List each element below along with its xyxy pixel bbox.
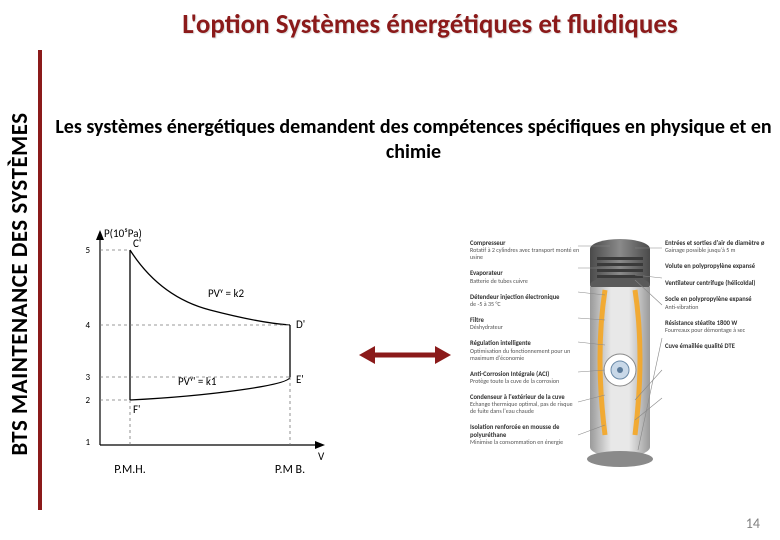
svg-text:P.M.H.: P.M.H. [114,463,146,477]
callout-item: Anti-Corrosion Intégrale (ACI)Protège to… [470,371,580,385]
callout-item: EvaporateurBatterie de tubes cuivre [470,270,580,284]
callout-item: Régulation intelligenteOptimisation du f… [470,340,580,361]
x-axis-label: V [318,450,325,463]
callout-item: Isolation renforcée en mousse de polyuré… [470,424,580,446]
page-title: L'option Systèmes énergétiques et fluidi… [100,8,760,41]
sidebar-rule [38,50,42,510]
callout-item: Volute en polypropylène expansé [665,263,770,270]
svg-text:F': F' [133,403,140,416]
page-subtitle: Les systèmes énergétiques demandent des … [55,115,772,165]
callout-item: Cuve émaillée qualité DTE [665,343,770,350]
device-body [585,235,655,470]
svg-text:PVᵞ' = k1: PVᵞ' = k1 [178,375,217,388]
callout-item: Résistance stéatite 1800 WFourreaux pour… [665,320,770,334]
pv-diagram: P(10⁵Pa) V 5 4 3 2 1 C' D' [60,225,340,485]
callout-item: FiltreDéshydrateur [470,317,580,331]
svg-text:5: 5 [85,245,90,256]
content-area: P(10⁵Pa) V 5 4 3 2 1 C' D' [60,220,770,490]
callout-item: CompresseurRotatif à 2 cylindres avec tr… [470,240,580,261]
callouts-right: Entrées et sorties d'air de diamètre øGa… [665,240,770,359]
callout-item: Ventilateur centrifuge (hélicoïdal) [665,280,770,287]
callout-item: Condenseur à l'extérieur de la cuveEchan… [470,394,580,415]
svg-text:E': E' [296,373,304,386]
callout-item: Socle en polypropylène expanséAnti-vibra… [665,296,770,310]
svg-text:C': C' [133,237,141,250]
callout-item: Détendeur injection électroniquede -5 à … [470,294,580,308]
svg-text:2: 2 [85,395,90,406]
svg-text:D': D' [296,318,305,331]
svg-text:4: 4 [85,320,90,331]
svg-text:PVᵞ = k2: PVᵞ = k2 [208,287,244,300]
sidebar: BTS MAINTENANCE DES SYSTÈMES [0,50,40,510]
callouts-left: CompresseurRotatif à 2 cylindres avec tr… [470,240,580,455]
callout-item: Entrées et sorties d'air de diamètre øGa… [665,240,770,254]
sidebar-label: BTS MAINTENANCE DES SYSTÈMES [6,54,34,514]
device-diagram: CompresseurRotatif à 2 cylindres avec tr… [470,220,770,490]
svg-text:P.M B.: P.M B. [275,463,305,477]
double-arrow-icon [355,335,455,375]
page-number: 14 [746,515,760,532]
svg-text:1: 1 [85,437,90,448]
svg-text:3: 3 [85,372,90,383]
